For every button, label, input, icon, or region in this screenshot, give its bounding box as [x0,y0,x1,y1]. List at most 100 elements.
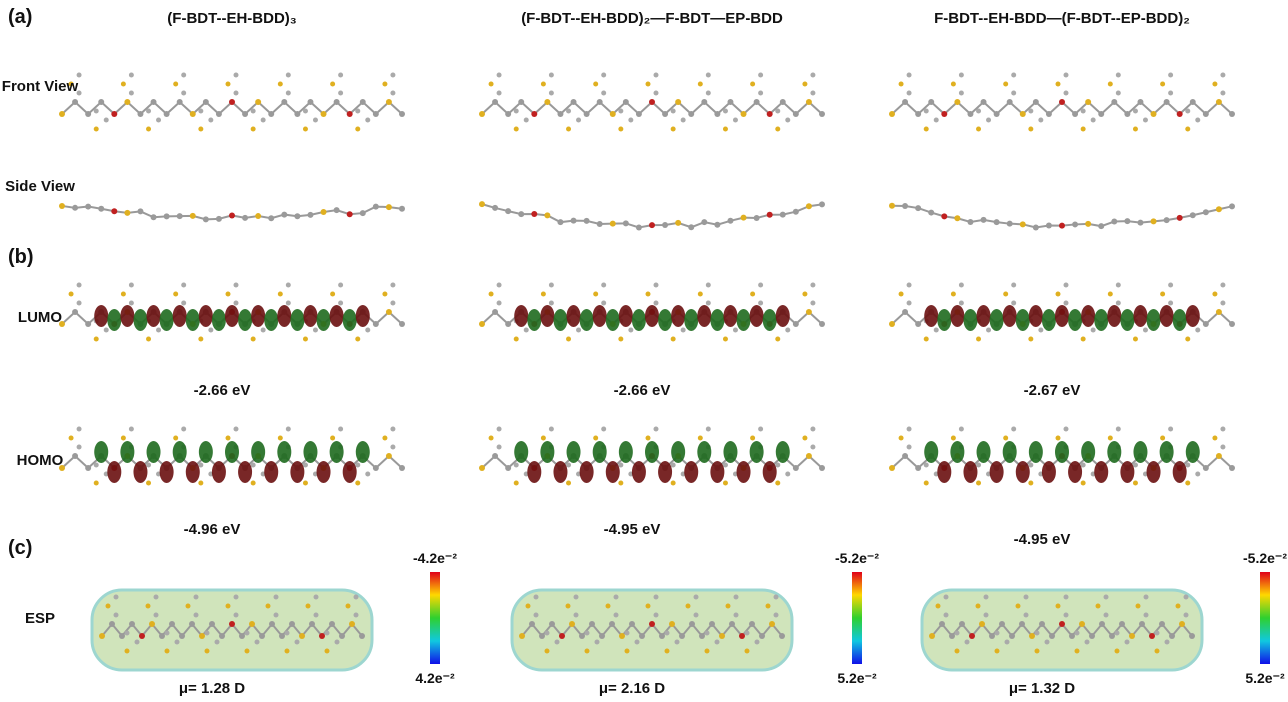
orbital-lobe [277,441,291,463]
atom [173,436,178,441]
orbital-lobe [290,461,304,483]
atom [77,283,82,288]
atom [234,283,239,288]
atom [989,633,995,639]
atom [1049,633,1055,639]
atom [646,292,651,297]
atom [618,481,623,486]
color-bar [852,572,862,664]
atom [984,595,989,600]
orbital-lobe [1173,309,1187,331]
atom [1136,604,1141,609]
atom [146,337,151,342]
atom [706,91,711,96]
orbital-lobe [1133,441,1147,463]
atom [121,82,126,87]
atom [541,436,546,441]
atom [1075,649,1080,654]
atom [1064,301,1069,306]
atom [1160,82,1165,87]
atom [806,309,812,315]
orbital-lobe [173,305,187,327]
orbital-lobe [1186,305,1200,327]
atom [1169,633,1175,639]
column-title: (F-BDT--EH-BDD)₂—F-BDT—EP-BDD [521,10,783,27]
atom [734,613,739,618]
atom [1116,283,1121,288]
atom [129,283,134,288]
atom [780,212,786,218]
atom [618,127,623,132]
orbital-lobe [1042,461,1056,483]
atom [610,111,616,117]
colorbar-max: -5.2e⁻² [835,550,879,567]
atom [601,427,606,432]
atom [889,111,895,117]
atom [619,633,625,639]
atom [754,99,760,105]
atom [976,481,981,486]
atom [941,111,947,117]
atom [1129,633,1135,639]
atom [571,99,577,105]
orbital-lobe [671,441,685,463]
atom [727,218,733,224]
atom [365,118,370,123]
atom [338,91,343,96]
atom [955,631,960,636]
atom [994,219,1000,225]
atom [1229,321,1235,327]
atom [216,216,222,222]
atom [1124,218,1130,224]
atom [549,73,554,78]
atom [124,210,130,216]
atom [307,99,313,105]
atom [541,292,546,297]
atom [775,463,780,468]
atom [85,111,91,117]
atom [654,73,659,78]
atom [949,633,955,639]
atom [181,427,186,432]
atom [1011,301,1016,306]
atom [1165,640,1170,645]
atom [1011,283,1016,288]
atom [321,111,327,117]
atom [785,472,790,477]
atom [899,436,904,441]
atom [255,640,260,645]
colorbar-min: 4.2e⁻² [415,670,454,687]
atom [347,211,353,217]
atom [549,621,555,627]
atom [967,219,973,225]
orbital-lobe [580,309,594,331]
atom [77,301,82,306]
atom [181,73,186,78]
atom [1119,621,1125,627]
atom [479,465,485,471]
atom [390,301,395,306]
atom [915,321,921,327]
atom [198,463,203,468]
orbital-lobe [1068,461,1082,483]
atom [675,640,680,645]
atom [1064,73,1069,78]
orbital-lobe [1133,305,1147,327]
atom [303,109,308,114]
orbital-lobe [977,441,991,463]
atom [169,621,175,627]
atom [1024,613,1029,618]
atom [514,127,519,132]
atom [497,445,502,450]
atom [749,621,755,627]
atom [309,621,315,627]
atom [689,621,695,627]
atom [72,205,78,211]
atom [334,99,340,105]
orbital-lobe [776,441,790,463]
atom [121,292,126,297]
atom [579,633,585,639]
atom [1007,99,1013,105]
atom [219,633,225,639]
atom [566,481,571,486]
